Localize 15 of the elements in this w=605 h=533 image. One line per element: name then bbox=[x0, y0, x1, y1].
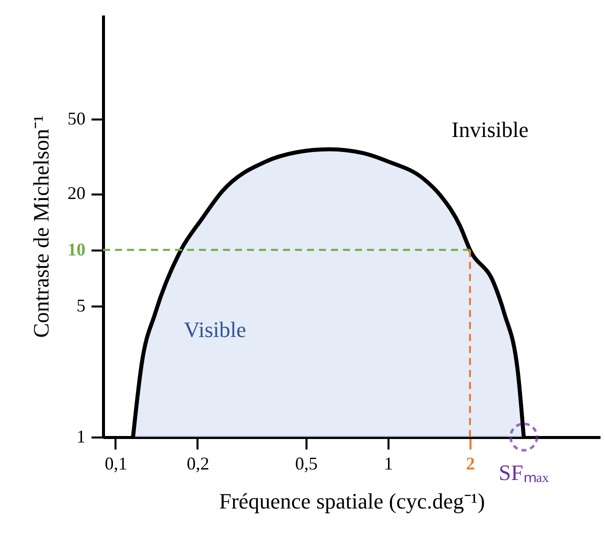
x-tick-label: 1 bbox=[384, 454, 393, 474]
annotation: Invisible bbox=[452, 117, 528, 142]
y-tick-label: 5 bbox=[76, 296, 86, 316]
y-tick-label: 50 bbox=[68, 108, 86, 129]
x-tick-label: 0,2 bbox=[186, 454, 210, 474]
x-tick-label: 0,5 bbox=[295, 454, 318, 474]
y-tick-label: 10 bbox=[68, 239, 86, 260]
x-tick-label: 2 bbox=[466, 454, 475, 474]
y-axis-title: Contraste de Michelson⁻¹ bbox=[28, 115, 54, 338]
x-axis-title: Fréquence spatiale (cyc.deg⁻¹) bbox=[219, 488, 485, 514]
y-tick-label: 20 bbox=[68, 183, 86, 204]
annotation: Visible bbox=[184, 317, 246, 342]
y-tick-label: 1 bbox=[76, 426, 86, 446]
annotation: SFₘₐₓ bbox=[498, 460, 550, 485]
x-tick-label: 0,1 bbox=[104, 454, 128, 474]
